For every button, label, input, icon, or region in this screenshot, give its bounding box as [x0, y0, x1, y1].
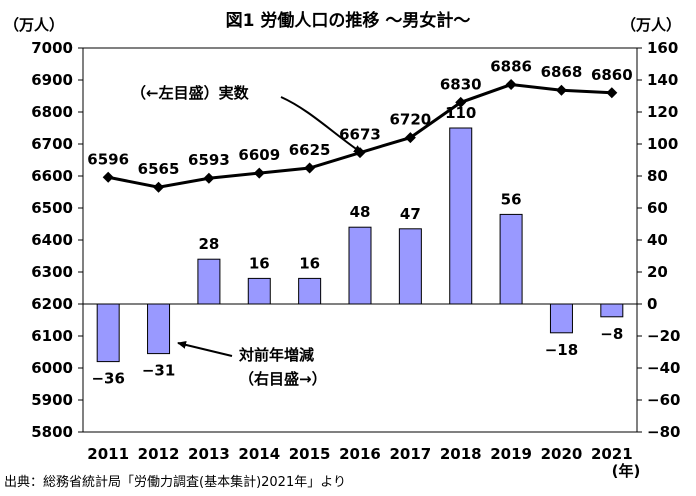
bar-label-2016: 48	[350, 203, 371, 221]
left-tick-label-2: 6000	[31, 359, 73, 377]
line-point-2017	[404, 132, 416, 144]
left-axis-unit: （万人）	[4, 16, 64, 34]
right-tick-label-2: −40	[647, 359, 680, 377]
line-point-2013	[203, 172, 215, 184]
right-tick-label-3: −20	[647, 327, 680, 345]
line-point-2011	[102, 171, 114, 183]
line-label-2011: 6596	[87, 150, 129, 168]
line-label-2017: 6720	[389, 111, 431, 129]
left-tick-label-4: 6200	[31, 295, 73, 313]
bar-2017	[398, 228, 422, 305]
bar-label-2015: 16	[299, 254, 320, 272]
line-point-2019	[505, 78, 517, 90]
left-tick-label-1: 5900	[31, 391, 73, 409]
right-tick-label-5: 20	[647, 263, 668, 281]
x-axis-unit: (年)	[612, 462, 641, 480]
x-tick-label-2012: 2012	[138, 445, 180, 463]
source-note: 出典：総務省統計局「労働力調査(基本集計)2021年」より	[4, 474, 346, 490]
line-label-2018: 6830	[440, 75, 482, 93]
bar-2011	[96, 303, 120, 363]
right-tick-label-11: 140	[647, 71, 678, 89]
line-label-2015: 6625	[289, 141, 331, 159]
line-label-2012: 6565	[138, 160, 180, 178]
x-tick-label-2016: 2016	[339, 445, 381, 463]
line-point-2014	[253, 167, 265, 179]
line-label-2016: 6673	[339, 126, 381, 144]
bar-2021	[600, 303, 624, 318]
x-tick-label-2015: 2015	[289, 445, 331, 463]
left-tick-label-11: 6900	[31, 71, 73, 89]
x-tick-label-2019: 2019	[490, 445, 532, 463]
bar-2016	[348, 226, 372, 305]
chart-title: 図1 労働人口の推移 ～男女計～	[226, 10, 471, 31]
right-axis-unit: （万人）	[621, 16, 681, 34]
bar-label-2020: −18	[545, 341, 578, 359]
left-tick-label-8: 6600	[31, 167, 73, 185]
right-tick-label-7: 60	[647, 199, 668, 217]
bar-label-2021: −8	[600, 325, 623, 343]
x-tick-label-2017: 2017	[389, 445, 431, 463]
bar-label-2014: 16	[249, 254, 270, 272]
line-label-2020: 6868	[541, 63, 583, 81]
line-label-2021: 6860	[591, 66, 633, 84]
line-point-2018	[455, 96, 467, 108]
left-tick-label-5: 6300	[31, 263, 73, 281]
left-tick-label-6: 6400	[31, 231, 73, 249]
bar-2020	[549, 303, 573, 334]
bar-label-2017: 47	[400, 205, 421, 223]
x-axis-ticks: 2011 2012 2013 2014 2015 2016 2017 2018 2019 2020…	[87, 445, 632, 463]
line-label-2019: 6886	[490, 57, 532, 75]
x-tick-label-2013: 2013	[188, 445, 230, 463]
bar-2019	[499, 213, 523, 305]
left-tick-label-0: 5800	[31, 423, 73, 441]
bar-annotation-arrow	[177, 340, 233, 357]
left-tick-label-12: 7000	[31, 39, 73, 57]
bar-2014	[247, 277, 271, 305]
bar-label-2013: 28	[198, 235, 219, 253]
x-tick-label-2020: 2020	[541, 445, 583, 463]
left-axis-ticks: 5800 5900 6000 6100 6200 6300 6400 6500 6600 6700…	[31, 39, 83, 441]
left-tick-label-7: 6500	[31, 199, 73, 217]
line-label-2013: 6593	[188, 151, 230, 169]
left-tick-label-3: 6100	[31, 327, 73, 345]
right-axis-ticks: −80 −60 −40 −20 0 20 40 60 80 100 120 140 160	[637, 39, 680, 441]
line-series-annotation: （←左目盛）実数	[131, 84, 250, 102]
line-label-2014: 6609	[238, 146, 280, 164]
line-point-2020	[555, 84, 567, 96]
x-tick-label-2021: 2021	[591, 445, 633, 463]
right-tick-label-6: 40	[647, 231, 668, 249]
right-tick-label-10: 120	[647, 103, 678, 121]
bar-series-annotation-line2: （右目盛→）	[239, 370, 327, 388]
right-tick-label-1: −60	[647, 391, 680, 409]
right-tick-label-8: 80	[647, 167, 668, 185]
bar-label-2019: 56	[501, 190, 522, 208]
line-series: 6596 6565 6593 6609 6625 6673 6720 6830 6886 6868…	[87, 57, 633, 193]
line-point-2015	[304, 162, 316, 174]
x-tick-label-2011: 2011	[87, 445, 129, 463]
bar-label-2011: −36	[91, 370, 124, 388]
right-tick-label-4: 0	[647, 295, 657, 313]
right-tick-label-12: 160	[647, 39, 678, 57]
line-point-2012	[153, 181, 165, 193]
bar-series-annotation-line1: 対前年増減	[238, 346, 314, 364]
right-tick-label-9: 100	[647, 135, 678, 153]
bar-label-2012: −31	[142, 362, 175, 380]
bar-2015	[298, 277, 322, 305]
left-tick-label-9: 6700	[31, 135, 73, 153]
line-point-2021	[606, 87, 618, 99]
bar-2012	[147, 303, 171, 355]
left-tick-label-10: 6800	[31, 103, 73, 121]
bar-2018	[449, 127, 473, 305]
x-tick-label-2018: 2018	[440, 445, 482, 463]
right-tick-label-0: −80	[647, 423, 680, 441]
line-annotation-arrow	[280, 96, 363, 154]
x-tick-label-2014: 2014	[238, 445, 280, 463]
bar-2013	[197, 258, 221, 305]
